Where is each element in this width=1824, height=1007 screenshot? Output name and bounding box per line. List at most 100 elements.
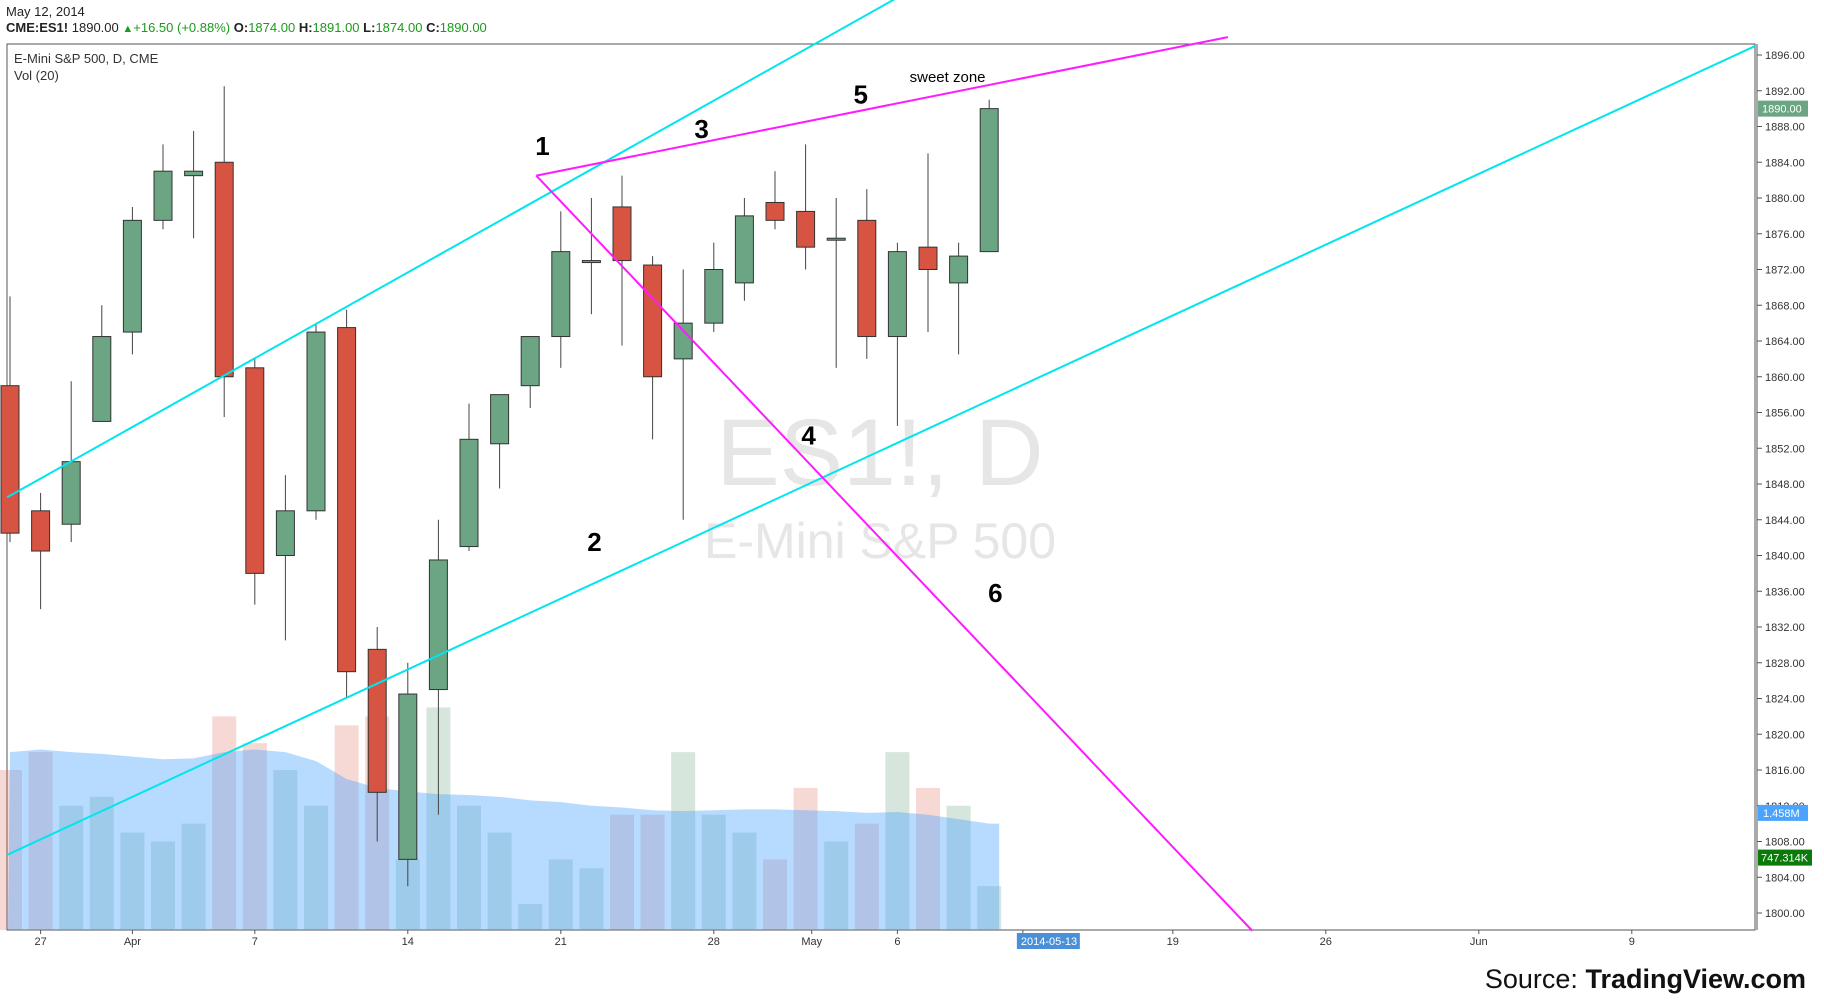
header-close: 1890.00 xyxy=(439,20,487,35)
x-tick-label: 28 xyxy=(708,936,720,948)
date-tag: 2014-05-13 xyxy=(1021,936,1077,948)
wave-label: 5 xyxy=(853,79,867,109)
volume-bar xyxy=(885,752,910,930)
header-low-label: L: xyxy=(363,20,376,35)
volume-tag-box xyxy=(1758,849,1812,866)
candle-body xyxy=(918,246,938,270)
x-tick-label: 26 xyxy=(1320,936,1332,948)
annotation-sweet-zone: sweet zone xyxy=(910,69,986,86)
plot-frame xyxy=(6,43,1756,931)
y-tick-label: 1840.00 xyxy=(1765,551,1805,563)
header-high: 1891.00 xyxy=(312,20,360,35)
volume-bar xyxy=(671,752,696,930)
volume-bar xyxy=(548,859,573,930)
volume-tag: 747.314K xyxy=(1761,853,1809,865)
y-tick-label: 1816.00 xyxy=(1765,765,1805,777)
candle-body xyxy=(61,461,81,525)
candle-body xyxy=(367,648,387,793)
x-tick-label: 7 xyxy=(252,936,258,948)
volume-bar xyxy=(120,832,145,930)
candle-body xyxy=(306,331,326,512)
header-symbol: CME:ES1! xyxy=(6,20,69,35)
wedge-line-lower xyxy=(535,174,1254,932)
x-tick-label: 21 xyxy=(555,936,567,948)
volume-bar xyxy=(916,787,940,930)
volume-bar xyxy=(854,823,879,930)
y-tick-label: 1868.00 xyxy=(1765,300,1805,312)
candle-body xyxy=(826,237,846,241)
y-tick-label: 1860.00 xyxy=(1765,372,1805,384)
volume-bar xyxy=(487,832,512,930)
header-low: 1874.00 xyxy=(375,20,423,35)
date-tag-box xyxy=(1016,933,1080,949)
y-tick-label: 1880.00 xyxy=(1765,193,1805,205)
candle-body xyxy=(673,322,693,360)
y-tick-label: 1864.00 xyxy=(1765,336,1805,348)
wave-label: 6 xyxy=(988,578,1002,608)
candle-body xyxy=(122,219,142,333)
volume-bar xyxy=(212,716,237,930)
channel-line-upper xyxy=(6,0,896,499)
candle-body xyxy=(428,559,448,691)
candle-body xyxy=(551,251,571,338)
wave-label: 1 xyxy=(535,131,549,161)
y-tick-label: 1800.00 xyxy=(1765,908,1805,920)
header-change: +16.50 (+0.88%) xyxy=(133,20,231,35)
watermark-symbol: ES1!, D xyxy=(716,400,1043,506)
x-tick-label: Apr xyxy=(124,936,141,948)
wedge-line-upper xyxy=(536,36,1229,177)
candle-body xyxy=(0,385,20,534)
volume-bar xyxy=(304,805,328,930)
wave-label: 3 xyxy=(694,114,708,144)
header-quote: CME:ES1! 1890.00 ▲+16.50 (+0.88%) O:1874… xyxy=(6,20,487,35)
volume-ma-tag: 1.458M xyxy=(1763,808,1800,820)
candle-body xyxy=(398,693,418,860)
header-last: 1890.00 xyxy=(71,20,119,35)
volume-bar xyxy=(701,814,726,930)
header-open: 1874.00 xyxy=(248,20,296,35)
volume-bar xyxy=(579,868,604,930)
y-tick-label: 1820.00 xyxy=(1765,729,1805,741)
volume-bar xyxy=(242,743,267,930)
x-tick-label: 6 xyxy=(894,936,900,948)
candle-body xyxy=(520,336,540,387)
channel-line-lower xyxy=(6,45,1756,856)
y-tick-label: 1884.00 xyxy=(1765,157,1805,169)
y-tick-label: 1808.00 xyxy=(1765,837,1805,849)
x-tick-label: 27 xyxy=(34,936,46,948)
legend-volume: Vol (20) xyxy=(14,68,59,83)
volume-bar xyxy=(640,814,665,930)
price-tag-box xyxy=(1758,100,1808,117)
volume-bar xyxy=(518,904,543,930)
candle-body xyxy=(796,210,816,248)
candle-body xyxy=(245,367,265,574)
y-tick-label: 1804.00 xyxy=(1765,872,1805,884)
x-tick-label: 14 xyxy=(402,936,414,948)
y-tick-label: 1896.00 xyxy=(1765,50,1805,62)
volume-bar xyxy=(181,823,206,930)
y-tick-label: 1888.00 xyxy=(1765,122,1805,134)
candle-body xyxy=(612,206,632,262)
candle-body xyxy=(887,251,907,338)
legend-title: E-Mini S&P 500, D, CME xyxy=(14,51,159,66)
volume-bar xyxy=(151,841,175,930)
source-name: TradingView.com xyxy=(1585,964,1806,994)
volume-bar xyxy=(28,752,53,930)
y-tick-label: 1892.00 xyxy=(1765,86,1805,98)
y-tick-label: 1856.00 xyxy=(1765,408,1805,420)
y-tick-label: 1828.00 xyxy=(1765,658,1805,670)
candle-body xyxy=(31,510,51,552)
source-credit: Source: TradingView.com xyxy=(1485,964,1806,995)
volume-bar xyxy=(793,787,818,930)
candle-body xyxy=(459,438,479,548)
x-tick-label: Jun xyxy=(1470,936,1488,948)
volume-bar xyxy=(59,805,84,930)
wave-label: 2 xyxy=(587,527,601,557)
source-prefix: Source: xyxy=(1484,964,1586,994)
y-tick-label: 1824.00 xyxy=(1765,694,1805,706)
y-tick-label: 1848.00 xyxy=(1765,479,1805,491)
candle-body xyxy=(581,260,601,264)
header-date: May 12, 2014 xyxy=(6,4,85,19)
candle-body xyxy=(184,170,204,177)
